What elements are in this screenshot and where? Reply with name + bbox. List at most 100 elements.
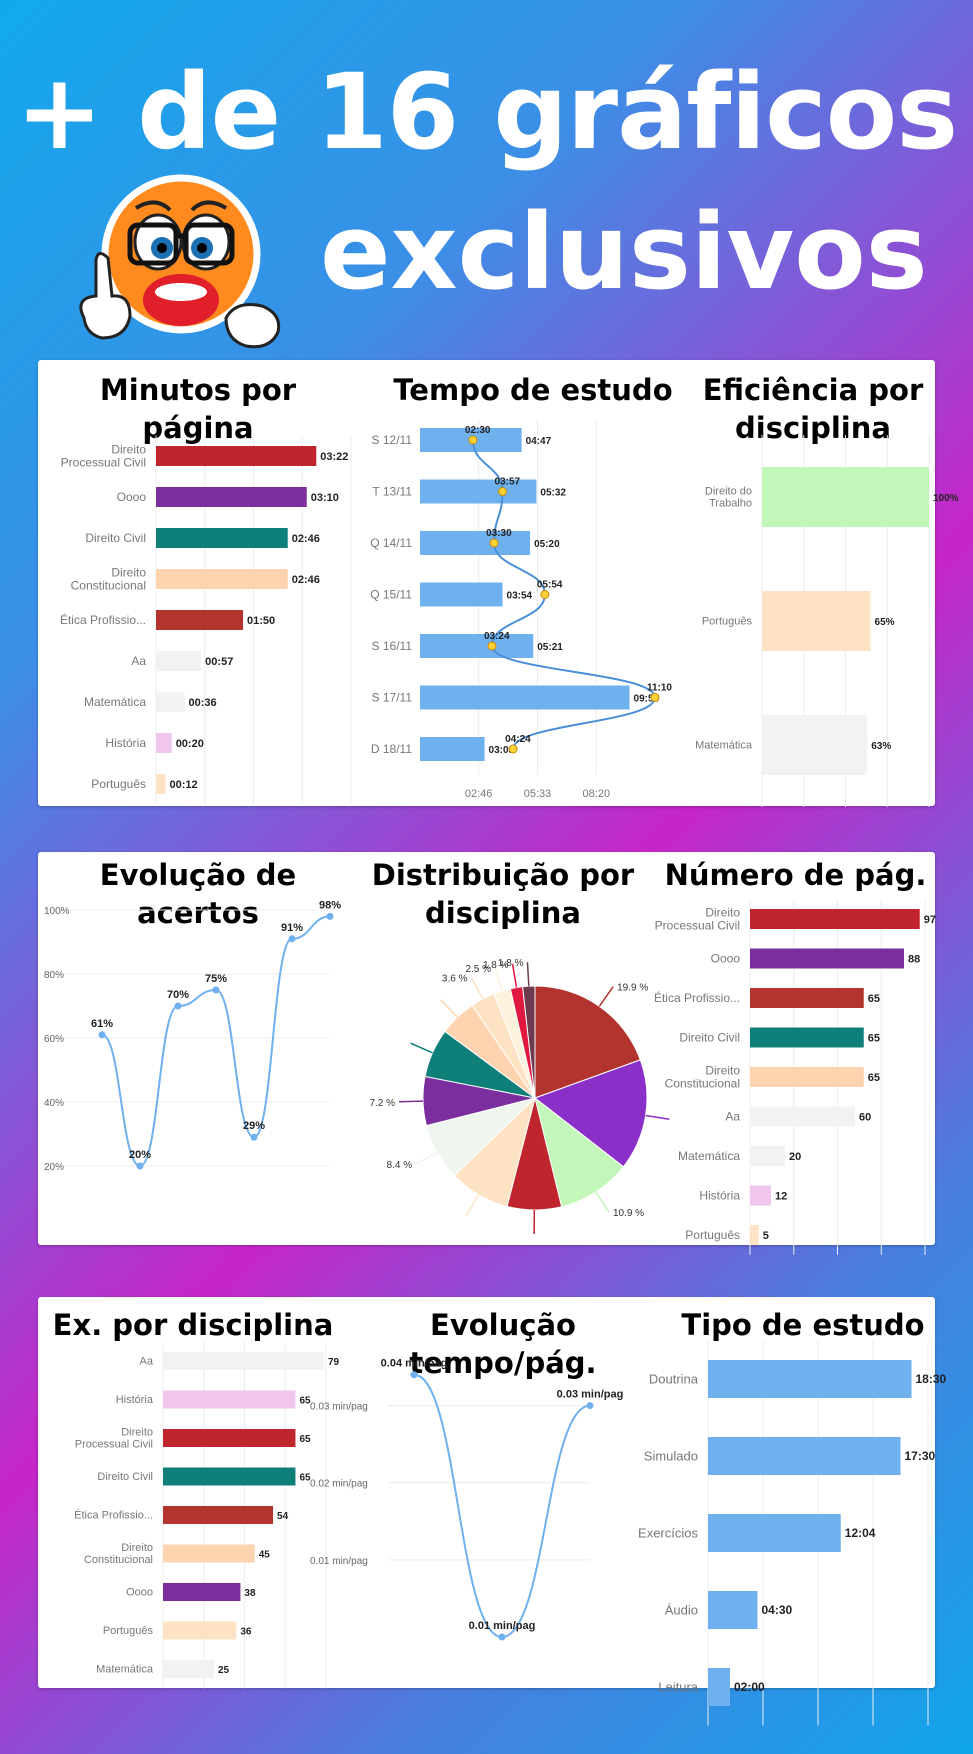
leader-line bbox=[465, 1194, 480, 1216]
category-label: Ética Profissio... bbox=[654, 990, 740, 1005]
y-tick-label: 60% bbox=[44, 1034, 64, 1045]
category-label: Constitucional bbox=[71, 579, 146, 593]
category-label: Ética Profissio... bbox=[74, 1509, 153, 1522]
data-label: 20 bbox=[789, 1151, 801, 1163]
data-label: 25 bbox=[218, 1665, 230, 1676]
data-label: 03:22 bbox=[320, 451, 348, 463]
data-label: 65 bbox=[868, 1072, 880, 1084]
mascot-right-hand bbox=[224, 303, 281, 349]
category-label: Constitucional bbox=[665, 1077, 740, 1091]
bar bbox=[708, 1591, 758, 1629]
data-label: 97 bbox=[924, 914, 936, 926]
bar bbox=[750, 1185, 771, 1206]
category-label: S 12/11 bbox=[372, 433, 413, 447]
category-label: Simulado bbox=[644, 1448, 698, 1463]
bar bbox=[420, 531, 531, 555]
category-label: Direito bbox=[111, 566, 146, 580]
point-label: 0.03 min/pag bbox=[557, 1389, 624, 1401]
data-label: 65 bbox=[299, 1473, 311, 1484]
leader-line bbox=[410, 1042, 433, 1054]
y-tick-label: 100% bbox=[44, 906, 70, 917]
data-label: 02:46 bbox=[292, 533, 320, 545]
bar bbox=[163, 1352, 324, 1370]
chart-title-minutos: Minutos por página bbox=[99, 373, 297, 445]
slice-label: 1.8 % bbox=[498, 958, 524, 969]
charts-panel-2: Evolução de acertos Distribuição por dis… bbox=[38, 852, 936, 1255]
mascot-left-hand bbox=[79, 252, 132, 340]
data-point bbox=[136, 1162, 144, 1170]
bar bbox=[420, 634, 534, 658]
data-point bbox=[212, 986, 220, 994]
leader-line bbox=[645, 1114, 670, 1120]
category-label: Direito bbox=[111, 443, 146, 457]
category-label: Leitura bbox=[658, 1679, 699, 1694]
category-label: Direito bbox=[705, 1064, 740, 1078]
bar bbox=[750, 1027, 864, 1048]
bar bbox=[420, 685, 630, 710]
data-point bbox=[410, 1371, 418, 1379]
bar bbox=[762, 467, 929, 527]
data-label: 12:04 bbox=[845, 1526, 876, 1540]
x-tick-label: 08:20 bbox=[583, 788, 611, 800]
data-label: 45 bbox=[259, 1550, 271, 1561]
data-label: 12 bbox=[775, 1191, 787, 1203]
bar bbox=[156, 651, 202, 671]
bar bbox=[762, 715, 868, 775]
data-label: 65 bbox=[868, 1033, 880, 1045]
bar bbox=[708, 1514, 841, 1552]
category-label: Matemática bbox=[695, 740, 753, 752]
point-label: 0.04 min/pag bbox=[381, 1358, 448, 1370]
data-label: 65% bbox=[875, 617, 895, 628]
leader-line bbox=[494, 967, 503, 992]
charts-panel-3: Ex. por disciplina Evolução tempo/pág. T… bbox=[38, 1297, 947, 1726]
category-label: Oooo bbox=[117, 490, 147, 504]
leader-line bbox=[470, 977, 484, 1000]
data-label: 54 bbox=[277, 1511, 289, 1522]
bar bbox=[163, 1467, 296, 1486]
category-label: Português bbox=[685, 1228, 740, 1242]
category-label: D 18/11 bbox=[371, 742, 412, 756]
bar bbox=[750, 988, 864, 1008]
data-label: 100% bbox=[933, 493, 959, 504]
point-label: 0.01 min/pag bbox=[469, 1620, 536, 1632]
y-tick-label: 40% bbox=[44, 1098, 64, 1109]
bar bbox=[156, 610, 244, 630]
bar bbox=[750, 1225, 759, 1245]
data-label: 17:30 bbox=[905, 1449, 936, 1463]
bar bbox=[750, 1146, 785, 1166]
category-label: Matemática bbox=[96, 1664, 154, 1676]
slice-label: 10.9 % bbox=[613, 1208, 644, 1219]
data-label: 09:54 bbox=[634, 694, 660, 705]
series-line bbox=[101, 915, 331, 1168]
data-label: 88 bbox=[908, 954, 920, 966]
bar bbox=[163, 1660, 214, 1678]
point-label: 20% bbox=[129, 1149, 151, 1161]
chart-title-exercicios: Ex. por disciplina bbox=[52, 1308, 334, 1342]
data-point bbox=[498, 487, 508, 496]
point-label: 75% bbox=[205, 973, 227, 985]
data-label: 00:57 bbox=[205, 656, 233, 668]
category-label: Direito Civil bbox=[679, 1031, 740, 1045]
data-label: 03:54 bbox=[507, 591, 533, 602]
pie-slice bbox=[533, 1059, 648, 1168]
point-label: 03:57 bbox=[495, 477, 521, 488]
bar bbox=[156, 528, 288, 548]
pie-slice bbox=[534, 1096, 625, 1208]
leader-line bbox=[598, 986, 614, 1007]
chart-title-evolucao: Evolução de acertos bbox=[99, 858, 297, 930]
category-label: História bbox=[105, 736, 146, 750]
data-label: 01:50 bbox=[247, 615, 275, 627]
category-label: Aa bbox=[725, 1110, 740, 1124]
bar bbox=[156, 569, 288, 589]
bar bbox=[750, 1106, 855, 1127]
category-label: Ética Profissio... bbox=[60, 612, 146, 627]
category-label: História bbox=[699, 1189, 740, 1203]
bar bbox=[163, 1506, 274, 1524]
y-tick-label: 20% bbox=[44, 1162, 64, 1173]
category-label: Direito bbox=[705, 906, 740, 920]
data-label: 02:00 bbox=[734, 1680, 765, 1694]
category-label: Q 14/11 bbox=[370, 536, 412, 550]
pie-slice bbox=[522, 985, 536, 1099]
bar bbox=[420, 737, 485, 761]
